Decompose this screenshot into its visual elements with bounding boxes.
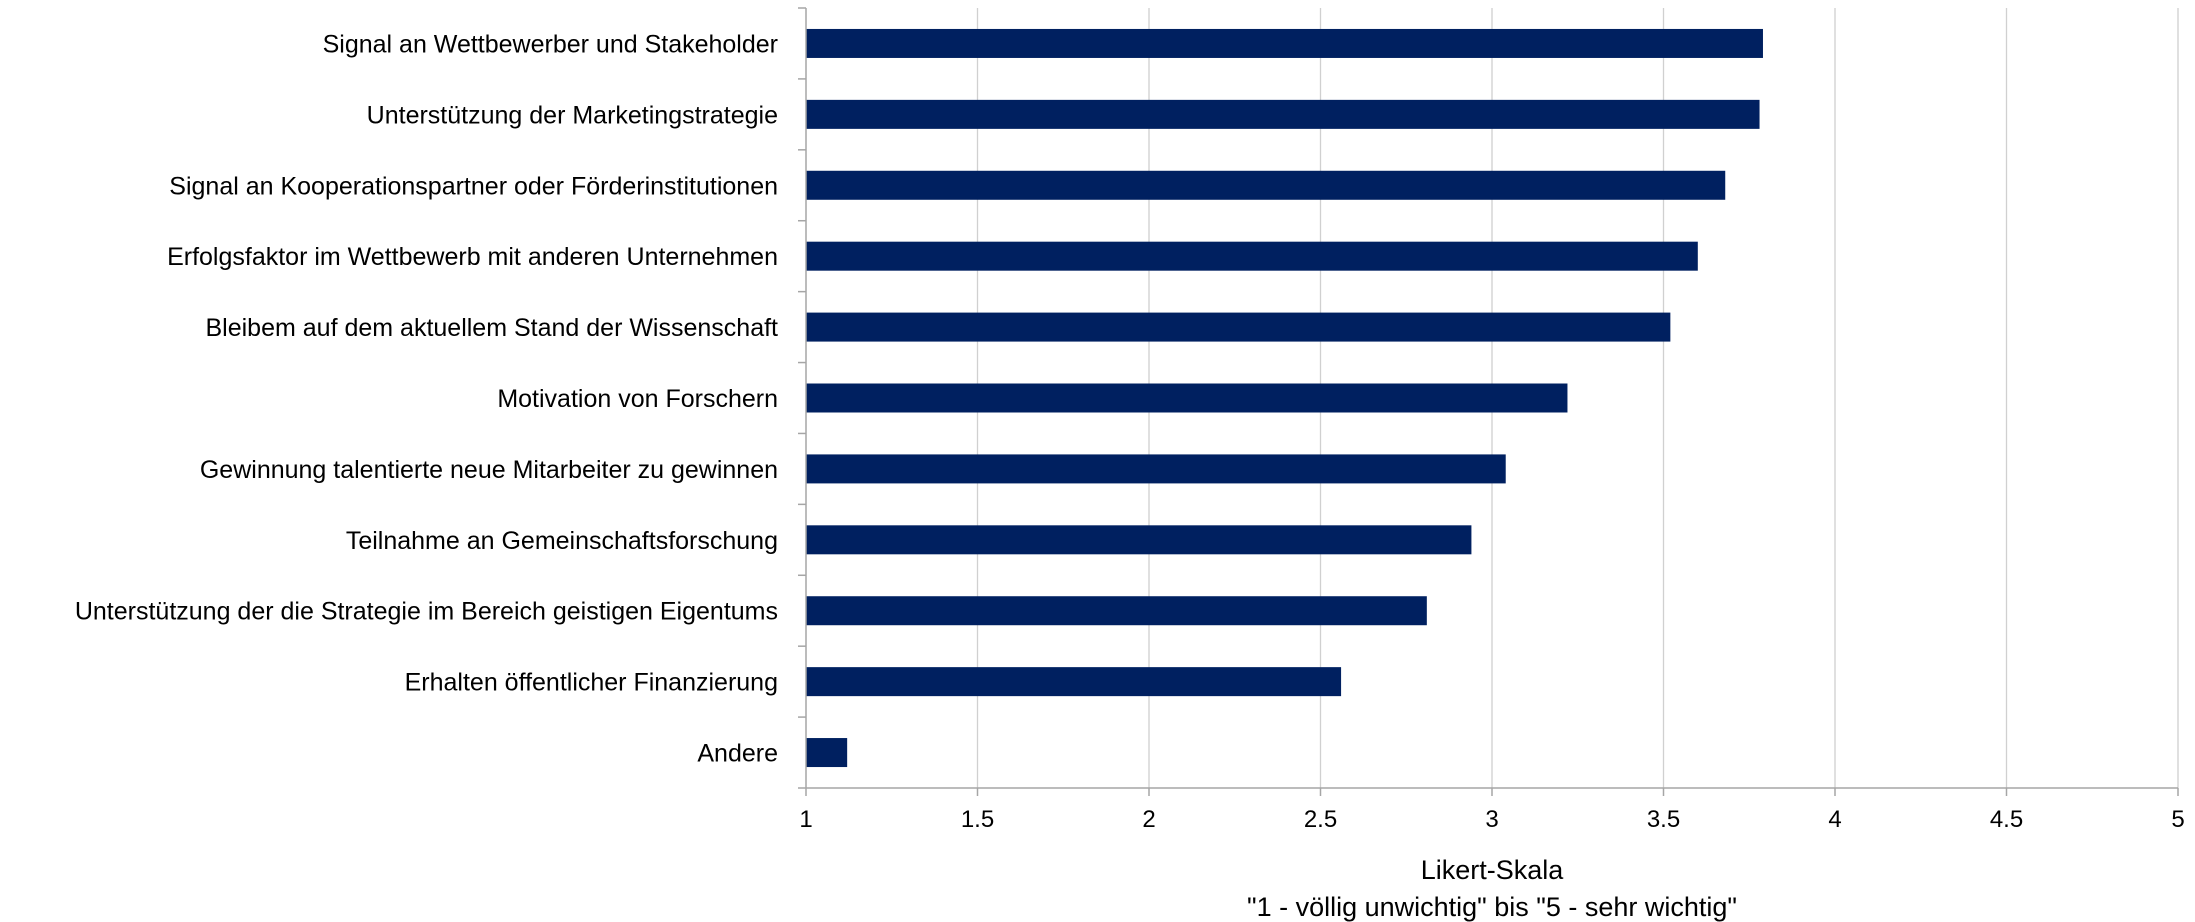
category-labels: Signal an Wettbewerber und Stakeholder Un… bbox=[75, 30, 778, 767]
bar bbox=[806, 28, 1763, 58]
x-tick-label: 4 bbox=[1828, 806, 1841, 833]
bar bbox=[806, 454, 1506, 484]
bar bbox=[806, 525, 1472, 555]
bar bbox=[806, 383, 1568, 413]
x-tick-label: 5 bbox=[2171, 806, 2184, 833]
category-label: Motivation von Forschern bbox=[497, 385, 778, 413]
bar bbox=[806, 596, 1427, 626]
bar bbox=[806, 99, 1760, 129]
category-label: Erfolgsfaktor im Wettbewerb mit anderen … bbox=[167, 243, 778, 271]
x-tick-label: 3 bbox=[1485, 806, 1498, 833]
x-axis-subtitle: "1 - völlig unwichtig" bis "5 - sehr wic… bbox=[1247, 892, 1737, 922]
category-label: Teilnahme an Gemeinschaftsforschung bbox=[346, 527, 778, 555]
category-label: Erhalten öffentlicher Finanzierung bbox=[405, 669, 778, 697]
x-tick-label: 1.5 bbox=[961, 806, 994, 833]
x-tick-label: 2.5 bbox=[1304, 806, 1337, 833]
x-tick-label: 2 bbox=[1142, 806, 1155, 833]
bar bbox=[806, 312, 1671, 342]
axes bbox=[798, 7, 2179, 796]
x-tick-label: 3.5 bbox=[1647, 806, 1680, 833]
x-tick-label: 1 bbox=[799, 806, 812, 833]
category-label: Unterstützung der Marketingstrategie bbox=[367, 101, 778, 129]
category-label: Gewinnung talentierte neue Mitarbeiter z… bbox=[200, 456, 778, 484]
bar bbox=[806, 738, 848, 768]
category-label: Signal an Kooperationspartner oder Förde… bbox=[169, 172, 778, 200]
x-tick-label: 4.5 bbox=[1990, 806, 2023, 833]
category-label: Unterstützung der die Strategie im Berei… bbox=[75, 598, 778, 626]
bar bbox=[806, 170, 1726, 200]
category-label: Bleibem auf dem aktuellem Stand der Wiss… bbox=[206, 314, 779, 342]
bar bbox=[806, 241, 1698, 271]
bars bbox=[806, 28, 1763, 768]
x-tick-labels: 1 1.5 2 2.5 3 3.5 4 4.5 5 bbox=[799, 806, 2184, 833]
bar bbox=[806, 667, 1342, 697]
x-axis-title: Likert-Skala bbox=[1421, 855, 1565, 885]
category-label: Andere bbox=[697, 740, 778, 768]
category-label: Signal an Wettbewerber und Stakeholder bbox=[323, 30, 778, 58]
